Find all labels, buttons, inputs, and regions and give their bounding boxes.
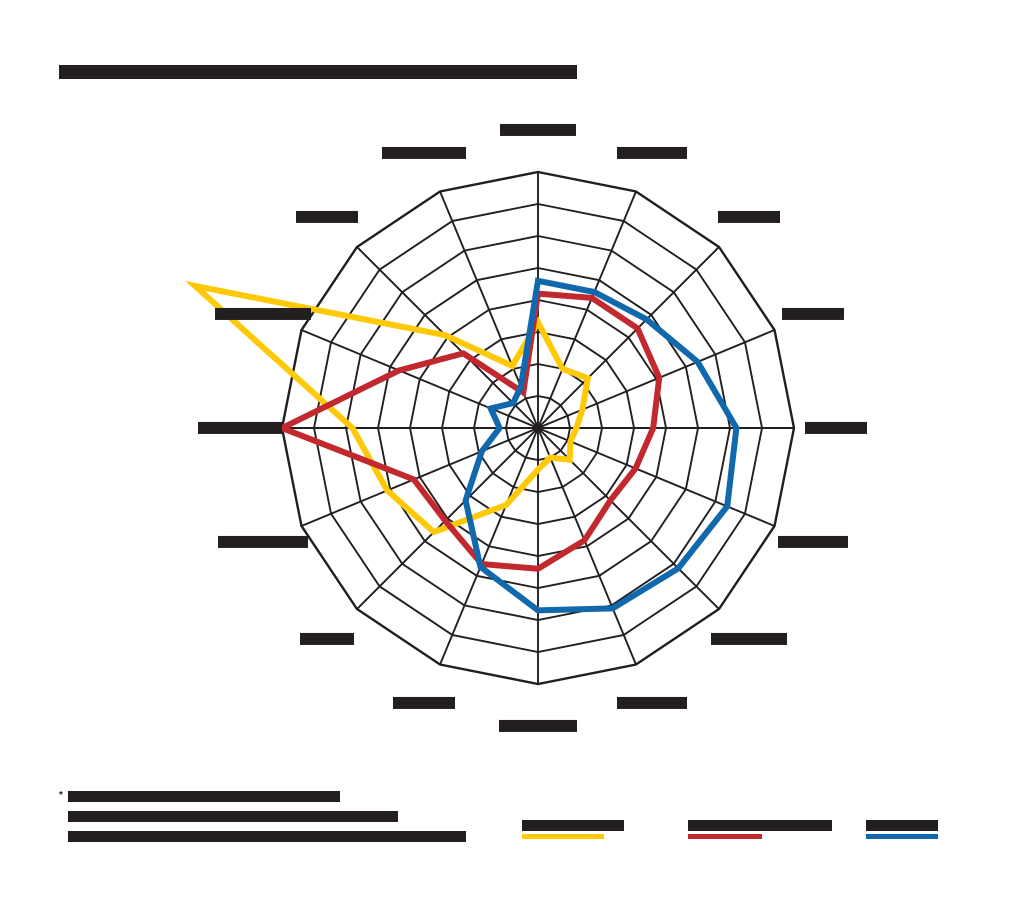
radar-chart-svg [185, 170, 796, 686]
footnote-line-3: REDACTED FOOTNOTE LINE THREE CONTINUES W… [59, 829, 529, 846]
axis-label-text: REDACTED 08 [617, 697, 688, 710]
radar-spoke [301, 329, 539, 429]
radar-spoke [439, 427, 539, 665]
axis-label-text: REDACTED 11 [300, 632, 355, 645]
legend-color-swatch [866, 834, 938, 839]
legend-color-swatch [522, 834, 604, 839]
legend-color-swatch [688, 834, 762, 839]
axis-label-text: REDACTED 14 [214, 308, 311, 320]
legend-label: REDACT C [866, 820, 938, 831]
radar-series-layer [185, 277, 740, 614]
axis-label-12: REDACTED 12 [217, 536, 308, 549]
axis-label-text: REDACTED 01 [500, 124, 576, 137]
legend-label: REDACTED LEGEND B [688, 820, 832, 831]
legend-item-1[interactable]: REDACTED LEG A [522, 820, 624, 839]
legend-label: REDACTED LEG A [522, 820, 624, 831]
axis-label-4: REDACTED 04 [782, 308, 845, 320]
axis-label-text: REDACTED 13 [198, 422, 282, 435]
axis-label-text: REDACTED 03 [717, 211, 780, 224]
chart-legend: REDACTED LEG A REDACTED LEGEND B REDACT C [522, 820, 952, 860]
axis-label-3: REDACTED 03 [717, 211, 780, 224]
axis-label-text: REDACTED 09 [499, 720, 577, 733]
radar-spoke [537, 191, 637, 429]
radar-spoke [537, 246, 720, 429]
axis-label-8: REDACTED 08 [617, 697, 688, 710]
axis-label-13: REDACTED 13 [198, 422, 282, 435]
axis-label-15: REDACTED 15 [296, 211, 359, 224]
footnote-line-2: REDACTED FOOTNOTE LINE TWO SLIGHTLY LONG… [59, 808, 529, 825]
page-title [59, 63, 577, 80]
radar-series-1 [185, 280, 592, 536]
radar-spoke [537, 427, 775, 527]
footnote-line-1: * REDACTED FOOTNOTE LINE ONE TEXT HERE. [59, 788, 529, 805]
page-title-text [59, 65, 577, 80]
radar-spoke [301, 427, 539, 527]
legend-item-3[interactable]: REDACT C [866, 820, 938, 839]
axis-label-9: REDACTED 09 [499, 720, 577, 733]
axis-label-14: REDACTED 14 [214, 308, 311, 320]
axis-label-11: REDACTED 11 [300, 632, 355, 645]
footnote-text: REDACTED FOOTNOTE LINE THREE CONTINUES W… [68, 831, 466, 843]
axis-label-16: REDACTED 16 [381, 146, 466, 159]
axis-label-10: REDACTED 10 [392, 697, 455, 710]
axis-label-6: REDACTED 06 [778, 536, 849, 549]
axis-label-text: REDACTED 10 [392, 697, 455, 710]
axis-label-text: REDACTED 07 [710, 632, 787, 645]
axis-label-text: REDACTED 02 [617, 146, 688, 159]
axis-label-text: REDACTED 12 [217, 536, 308, 549]
footnote-text: REDACTED FOOTNOTE LINE ONE TEXT HERE. [68, 790, 340, 802]
legend-item-2[interactable]: REDACTED LEGEND B [688, 820, 832, 839]
axis-label-text: REDACTED 15 [296, 211, 359, 224]
footnote: * REDACTED FOOTNOTE LINE ONE TEXT HERE. RE… [59, 788, 529, 849]
radar-spoke [537, 427, 637, 665]
axis-label-text: REDACTED 06 [778, 536, 849, 549]
footnote-marker: * [59, 790, 63, 801]
radar-chart: REDACTED 01 REDACTED 02 REDACTED 03 REDACTE… [0, 100, 1020, 760]
axis-label-5: REDACTED 05 [805, 422, 867, 435]
axis-label-text: REDACTED 04 [782, 308, 845, 320]
radar-spoke [356, 427, 539, 610]
radar-gridlines [280, 170, 796, 686]
axis-label-7: REDACTED 07 [710, 632, 787, 645]
axis-label-1: REDACTED 01 [500, 124, 576, 137]
axis-label-text: REDACTED 16 [381, 146, 466, 159]
axis-label-text: REDACTED 05 [805, 422, 867, 435]
footnote-text: REDACTED FOOTNOTE LINE TWO SLIGHTLY LONG… [68, 811, 398, 823]
radar-series-2 [274, 290, 663, 572]
axis-label-2: REDACTED 02 [617, 146, 688, 159]
radar-series-3 [462, 277, 740, 614]
